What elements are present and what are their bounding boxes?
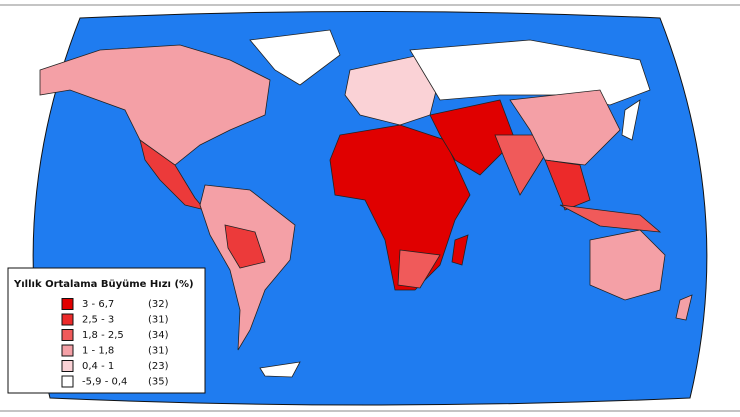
madagascar bbox=[451, 234, 469, 266]
world-map bbox=[39, 29, 693, 378]
legend-range: 1 - 1,8 bbox=[82, 346, 114, 357]
southeast-asia bbox=[544, 159, 591, 211]
legend-swatch bbox=[61, 313, 74, 326]
greenland bbox=[249, 29, 341, 86]
legend-count: (31) bbox=[148, 346, 169, 357]
legend: Yıllık Ortalama Büyüme Hızı (%) 3 - 6,7 (… bbox=[7, 267, 206, 394]
south-america-central bbox=[224, 224, 266, 269]
legend-range: 0,4 - 1 bbox=[82, 361, 114, 372]
legend-swatch bbox=[61, 329, 74, 341]
legend-range: 2,5 - 3 bbox=[82, 315, 114, 326]
legend-swatch bbox=[61, 360, 74, 372]
legend-swatch bbox=[61, 344, 74, 357]
legend-box bbox=[7, 267, 206, 394]
southern-africa bbox=[397, 249, 441, 289]
legend-swatch bbox=[61, 298, 74, 310]
south-america bbox=[199, 184, 296, 351]
china bbox=[509, 89, 621, 166]
central-america bbox=[139, 139, 207, 211]
antarctica bbox=[259, 361, 301, 378]
japan bbox=[621, 99, 641, 141]
legend-title: Yıllık Ortalama Büyüme Hızı (%) bbox=[13, 279, 194, 290]
legend-range: 1,8 - 2,5 bbox=[82, 330, 124, 341]
north-america bbox=[39, 44, 271, 166]
legend-range: -5,9 - 0,4 bbox=[82, 377, 127, 388]
australia bbox=[589, 229, 666, 301]
legend-count: (23) bbox=[148, 361, 169, 372]
legend-count: (35) bbox=[148, 377, 169, 388]
legend-count: (31) bbox=[148, 315, 169, 326]
legend-count: (32) bbox=[148, 299, 169, 310]
new-zealand bbox=[675, 294, 693, 321]
legend-range: 3 - 6,7 bbox=[82, 299, 114, 310]
middle-east bbox=[429, 99, 516, 176]
legend-count: (34) bbox=[148, 330, 169, 341]
legend-swatch bbox=[61, 375, 74, 388]
indonesia bbox=[559, 204, 662, 233]
